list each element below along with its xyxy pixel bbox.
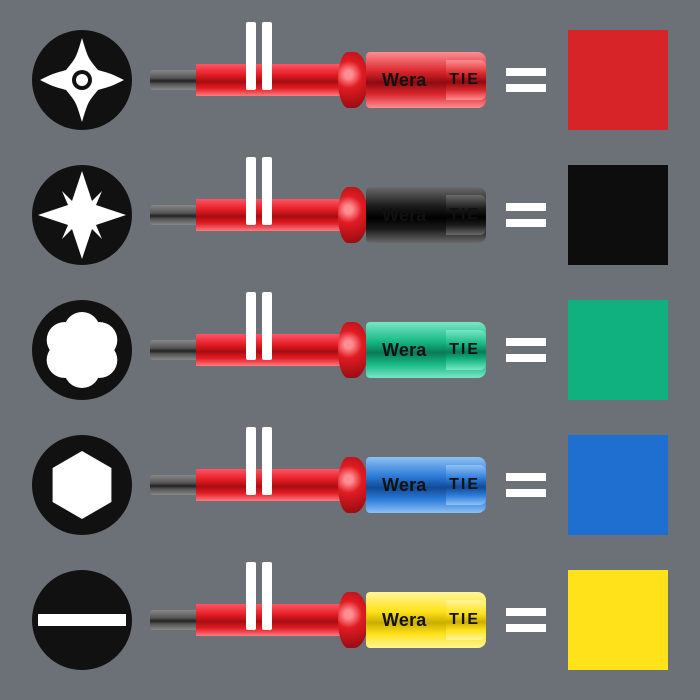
tie-label: TIE bbox=[449, 71, 480, 89]
tool-hex: Wera TIE bbox=[150, 449, 485, 521]
brand-label: Wera bbox=[382, 340, 427, 361]
collar: Wera TIE bbox=[366, 592, 486, 648]
break-mark bbox=[246, 22, 256, 90]
tie-label: TIE bbox=[449, 611, 480, 629]
equals-icon bbox=[506, 66, 546, 94]
tool-torx: Wera TIE bbox=[150, 314, 485, 386]
steel-tip bbox=[150, 475, 196, 495]
brand-label: Wera bbox=[382, 70, 427, 91]
tie-label: TIE bbox=[449, 206, 480, 224]
brand-label: Wera bbox=[382, 205, 427, 226]
color-swatch-slotted bbox=[568, 570, 668, 670]
break-mark bbox=[262, 22, 272, 90]
collar: Wera TIE bbox=[366, 457, 486, 513]
tool-slotted: Wera TIE bbox=[150, 584, 485, 656]
color-swatch-hex bbox=[568, 435, 668, 535]
flare bbox=[338, 322, 368, 378]
slotted-profile-icon bbox=[32, 570, 132, 670]
tie-label: TIE bbox=[449, 341, 480, 359]
break-mark bbox=[262, 562, 272, 630]
break-mark bbox=[246, 292, 256, 360]
collar: Wera TIE bbox=[366, 322, 486, 378]
tool-phillips: Wera TIE bbox=[150, 44, 485, 116]
flare bbox=[338, 592, 368, 648]
equals-icon bbox=[506, 336, 546, 364]
steel-tip bbox=[150, 70, 196, 90]
color-code-chart: Wera TIE Wera TIE Wera TIE Wera TIE Wera bbox=[0, 0, 700, 700]
brand-label: Wera bbox=[382, 475, 427, 496]
row-torx: Wera TIE bbox=[0, 290, 700, 410]
color-swatch-torx bbox=[568, 300, 668, 400]
color-swatch-pozidriv bbox=[568, 165, 668, 265]
row-phillips: Wera TIE bbox=[0, 20, 700, 140]
hex-profile-icon bbox=[32, 435, 132, 535]
equals-icon bbox=[506, 471, 546, 499]
break-mark bbox=[246, 157, 256, 225]
flare bbox=[338, 52, 368, 108]
break-mark bbox=[262, 427, 272, 495]
steel-tip bbox=[150, 205, 196, 225]
equals-icon bbox=[506, 201, 546, 229]
tool-pozidriv: Wera TIE bbox=[150, 179, 485, 251]
row-slotted: Wera TIE bbox=[0, 560, 700, 680]
phillips-profile-icon bbox=[32, 30, 132, 130]
equals-icon bbox=[506, 606, 546, 634]
row-hex: Wera TIE bbox=[0, 425, 700, 545]
torx-profile-icon bbox=[32, 300, 132, 400]
flare bbox=[338, 187, 368, 243]
pozidriv-profile-icon bbox=[32, 165, 132, 265]
collar: Wera TIE bbox=[366, 187, 486, 243]
flare bbox=[338, 457, 368, 513]
break-mark bbox=[262, 157, 272, 225]
brand-label: Wera bbox=[382, 610, 427, 631]
row-pozidriv: Wera TIE bbox=[0, 155, 700, 275]
collar: Wera TIE bbox=[366, 52, 486, 108]
steel-tip bbox=[150, 340, 196, 360]
break-mark bbox=[246, 427, 256, 495]
tie-label: TIE bbox=[449, 476, 480, 494]
color-swatch-phillips bbox=[568, 30, 668, 130]
break-mark bbox=[262, 292, 272, 360]
steel-tip bbox=[150, 610, 196, 630]
break-mark bbox=[246, 562, 256, 630]
